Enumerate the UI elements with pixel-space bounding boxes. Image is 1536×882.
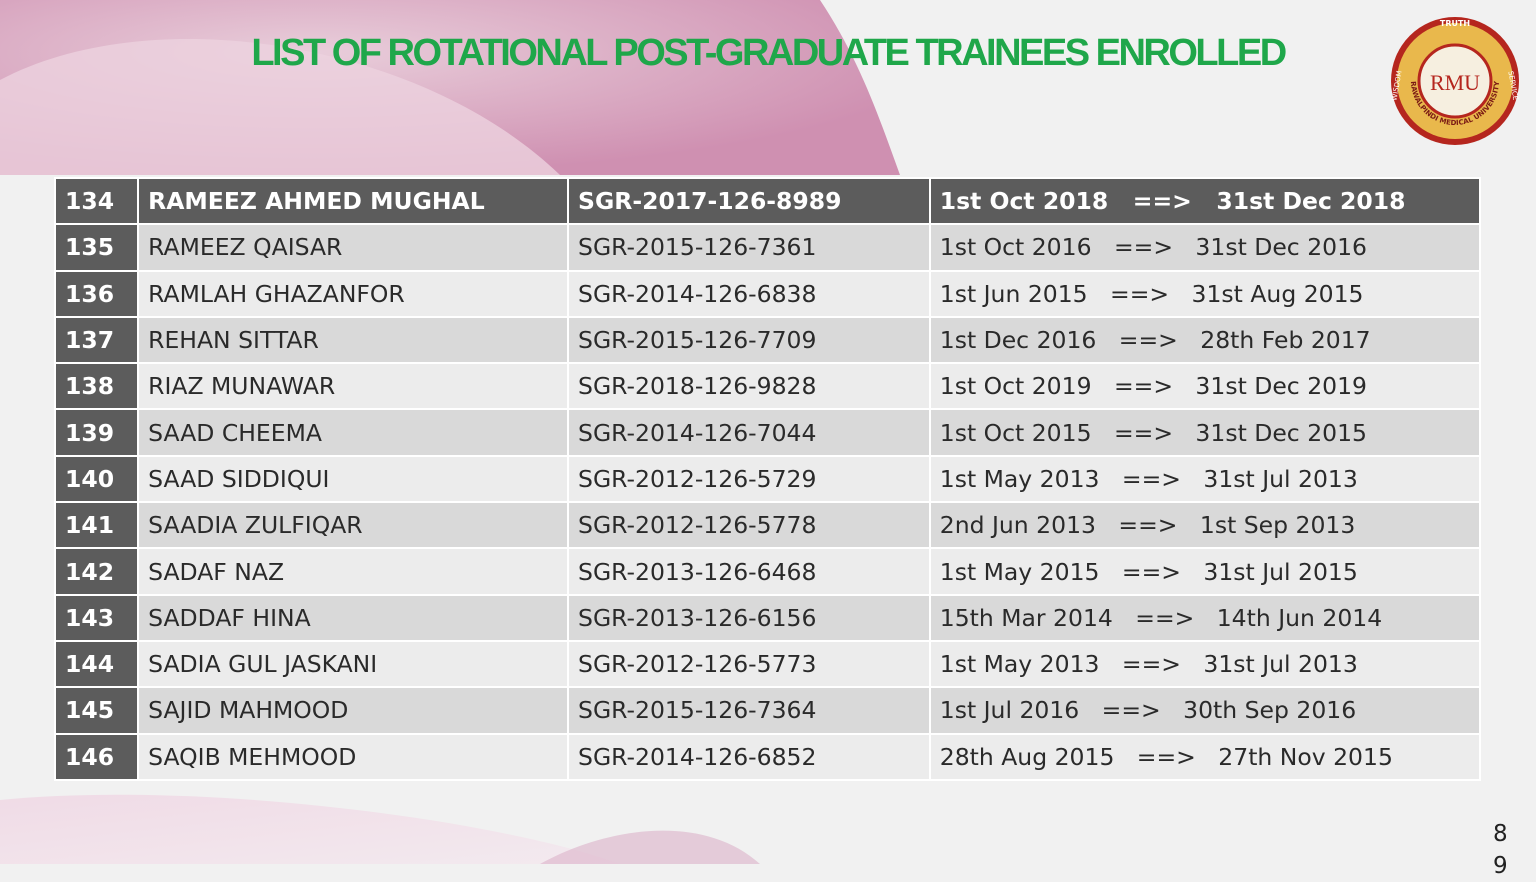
rotation-period: 1st Oct 2015 ==> 31st Dec 2015 bbox=[928, 408, 1482, 457]
registration-number: SGR-2015-126-7709 bbox=[567, 315, 931, 365]
serial-number: 143 bbox=[53, 593, 140, 642]
rotation-period: 1st Jul 2016 ==> 30th Sep 2016 bbox=[928, 686, 1482, 735]
trainee-table: 134 RAMEEZ AHMED MUGHAL SGR-2017-126-8989 1… bbox=[53, 176, 1482, 781]
table-row: 135 RAMEEZ QAISAR SGR-2015-126-7361 1st Oct… bbox=[53, 223, 1482, 272]
trainee-name: SADDAF HINA bbox=[137, 593, 570, 642]
rotation-period: 1st Oct 2016 ==> 31st Dec 2016 bbox=[928, 223, 1482, 272]
rotation-period: 1st May 2015 ==> 31st Jul 2015 bbox=[928, 547, 1482, 596]
serial-number: 142 bbox=[53, 547, 140, 596]
registration-number: SGR-2014-126-6838 bbox=[567, 269, 931, 318]
rotation-period: 1st Oct 2018 ==> 31st Dec 2018 bbox=[928, 176, 1482, 226]
table-row: 136 RAMLAH GHAZANFOR SGR-2014-126-6838 1st … bbox=[53, 269, 1482, 318]
rotation-period: 1st Jun 2015 ==> 31st Aug 2015 bbox=[928, 269, 1482, 318]
registration-number: SGR-2014-126-6852 bbox=[567, 732, 931, 781]
rotation-period: 1st May 2013 ==> 31st Jul 2013 bbox=[928, 639, 1482, 689]
serial-number: 139 bbox=[53, 408, 140, 457]
table-row: 139 SAAD CHEEMA SGR-2014-126-7044 1st Oct 2… bbox=[53, 408, 1482, 457]
trainee-name: SAADIA ZULFIQAR bbox=[137, 501, 570, 550]
trainee-name: SADIA GUL JASKANI bbox=[137, 639, 570, 689]
trainee-name: RAMEEZ QAISAR bbox=[137, 223, 570, 272]
page-number: 89 bbox=[1493, 821, 1508, 879]
rotation-period: 15th Mar 2014 ==> 14th Jun 2014 bbox=[928, 593, 1482, 642]
table-row: 138 RIAZ MUNAWAR SGR-2018-126-9828 1st Oct … bbox=[53, 362, 1482, 411]
registration-number: SGR-2013-126-6156 bbox=[567, 593, 931, 642]
trainee-name: RAMLAH GHAZANFOR bbox=[137, 269, 570, 318]
title: LIST OF ROTATIONAL POST-GRADUATE TRAINEE… bbox=[251, 32, 1287, 74]
serial-number: 138 bbox=[53, 362, 140, 411]
logo-top: TRUTH bbox=[1440, 19, 1470, 28]
table-row: 141 SAADIA ZULFIQAR SGR-2012-126-5778 2nd J… bbox=[53, 501, 1482, 550]
trainee-name: SADAF NAZ bbox=[137, 547, 570, 596]
table-row: 143 SADDAF HINA SGR-2013-126-6156 15th Mar … bbox=[53, 593, 1482, 642]
table-row: 137 REHAN SITTAR SGR-2015-126-7709 1st Dec … bbox=[53, 315, 1482, 365]
table-row: 144 SADIA GUL JASKANI SGR-2012-126-5773 1st… bbox=[53, 639, 1482, 689]
trainee-name: RIAZ MUNAWAR bbox=[137, 362, 570, 411]
trainee-name: SAAD CHEEMA bbox=[137, 408, 570, 457]
trainee-name: SAAD SIDDIQUI bbox=[137, 454, 570, 504]
serial-number: 137 bbox=[53, 315, 140, 365]
rotation-period: 1st Oct 2019 ==> 31st Dec 2019 bbox=[928, 362, 1482, 411]
university-logo: TRUTH WISDOM SERVICE RAWALPINDI MEDICAL … bbox=[1390, 17, 1519, 145]
table-row: 145 SAJID MAHMOOD SGR-2015-126-7364 1st Jul… bbox=[53, 686, 1482, 735]
registration-number: SGR-2012-126-5729 bbox=[567, 454, 931, 504]
background bbox=[0, 0, 900, 864]
rotation-period: 28th Aug 2015 ==> 27th Nov 2015 bbox=[928, 732, 1482, 781]
trainee-name: SAJID MAHMOOD bbox=[137, 686, 570, 735]
table-row: 146 SAQIB MEHMOOD SGR-2014-126-6852 28th Au… bbox=[53, 732, 1482, 781]
logo-initials: RMU bbox=[1430, 70, 1480, 95]
trainee-name: SAQIB MEHMOOD bbox=[137, 732, 570, 781]
serial-number: 136 bbox=[53, 269, 140, 318]
serial-number: 144 bbox=[53, 639, 140, 689]
registration-number: SGR-2017-126-8989 bbox=[567, 176, 931, 226]
table-row: 134 RAMEEZ AHMED MUGHAL SGR-2017-126-8989 1… bbox=[53, 176, 1482, 226]
rotation-period: 2nd Jun 2013 ==> 1st Sep 2013 bbox=[928, 501, 1482, 550]
registration-number: SGR-2012-126-5773 bbox=[567, 639, 931, 689]
serial-number: 145 bbox=[53, 686, 140, 735]
serial-number: 146 bbox=[53, 732, 140, 781]
trainee-name: RAMEEZ AHMED MUGHAL bbox=[137, 176, 570, 226]
registration-number: SGR-2015-126-7364 bbox=[567, 686, 931, 735]
trainee-name: REHAN SITTAR bbox=[137, 315, 570, 365]
table-row: 140 SAAD SIDDIQUI SGR-2012-126-5729 1st May… bbox=[53, 454, 1482, 504]
registration-number: SGR-2015-126-7361 bbox=[567, 223, 931, 272]
registration-number: SGR-2013-126-6468 bbox=[567, 547, 931, 596]
registration-number: SGR-2014-126-7044 bbox=[567, 408, 931, 457]
serial-number: 135 bbox=[53, 223, 140, 272]
rotation-period: 1st May 2013 ==> 31st Jul 2013 bbox=[928, 454, 1482, 504]
rotation-period: 1st Dec 2016 ==> 28th Feb 2017 bbox=[928, 315, 1482, 365]
serial-number: 134 bbox=[53, 176, 140, 226]
table-row: 142 SADAF NAZ SGR-2013-126-6468 1st May 201… bbox=[53, 547, 1482, 596]
registration-number: SGR-2018-126-9828 bbox=[567, 362, 931, 411]
serial-number: 141 bbox=[53, 501, 140, 550]
registration-number: SGR-2012-126-5778 bbox=[567, 501, 931, 550]
serial-number: 140 bbox=[53, 454, 140, 504]
